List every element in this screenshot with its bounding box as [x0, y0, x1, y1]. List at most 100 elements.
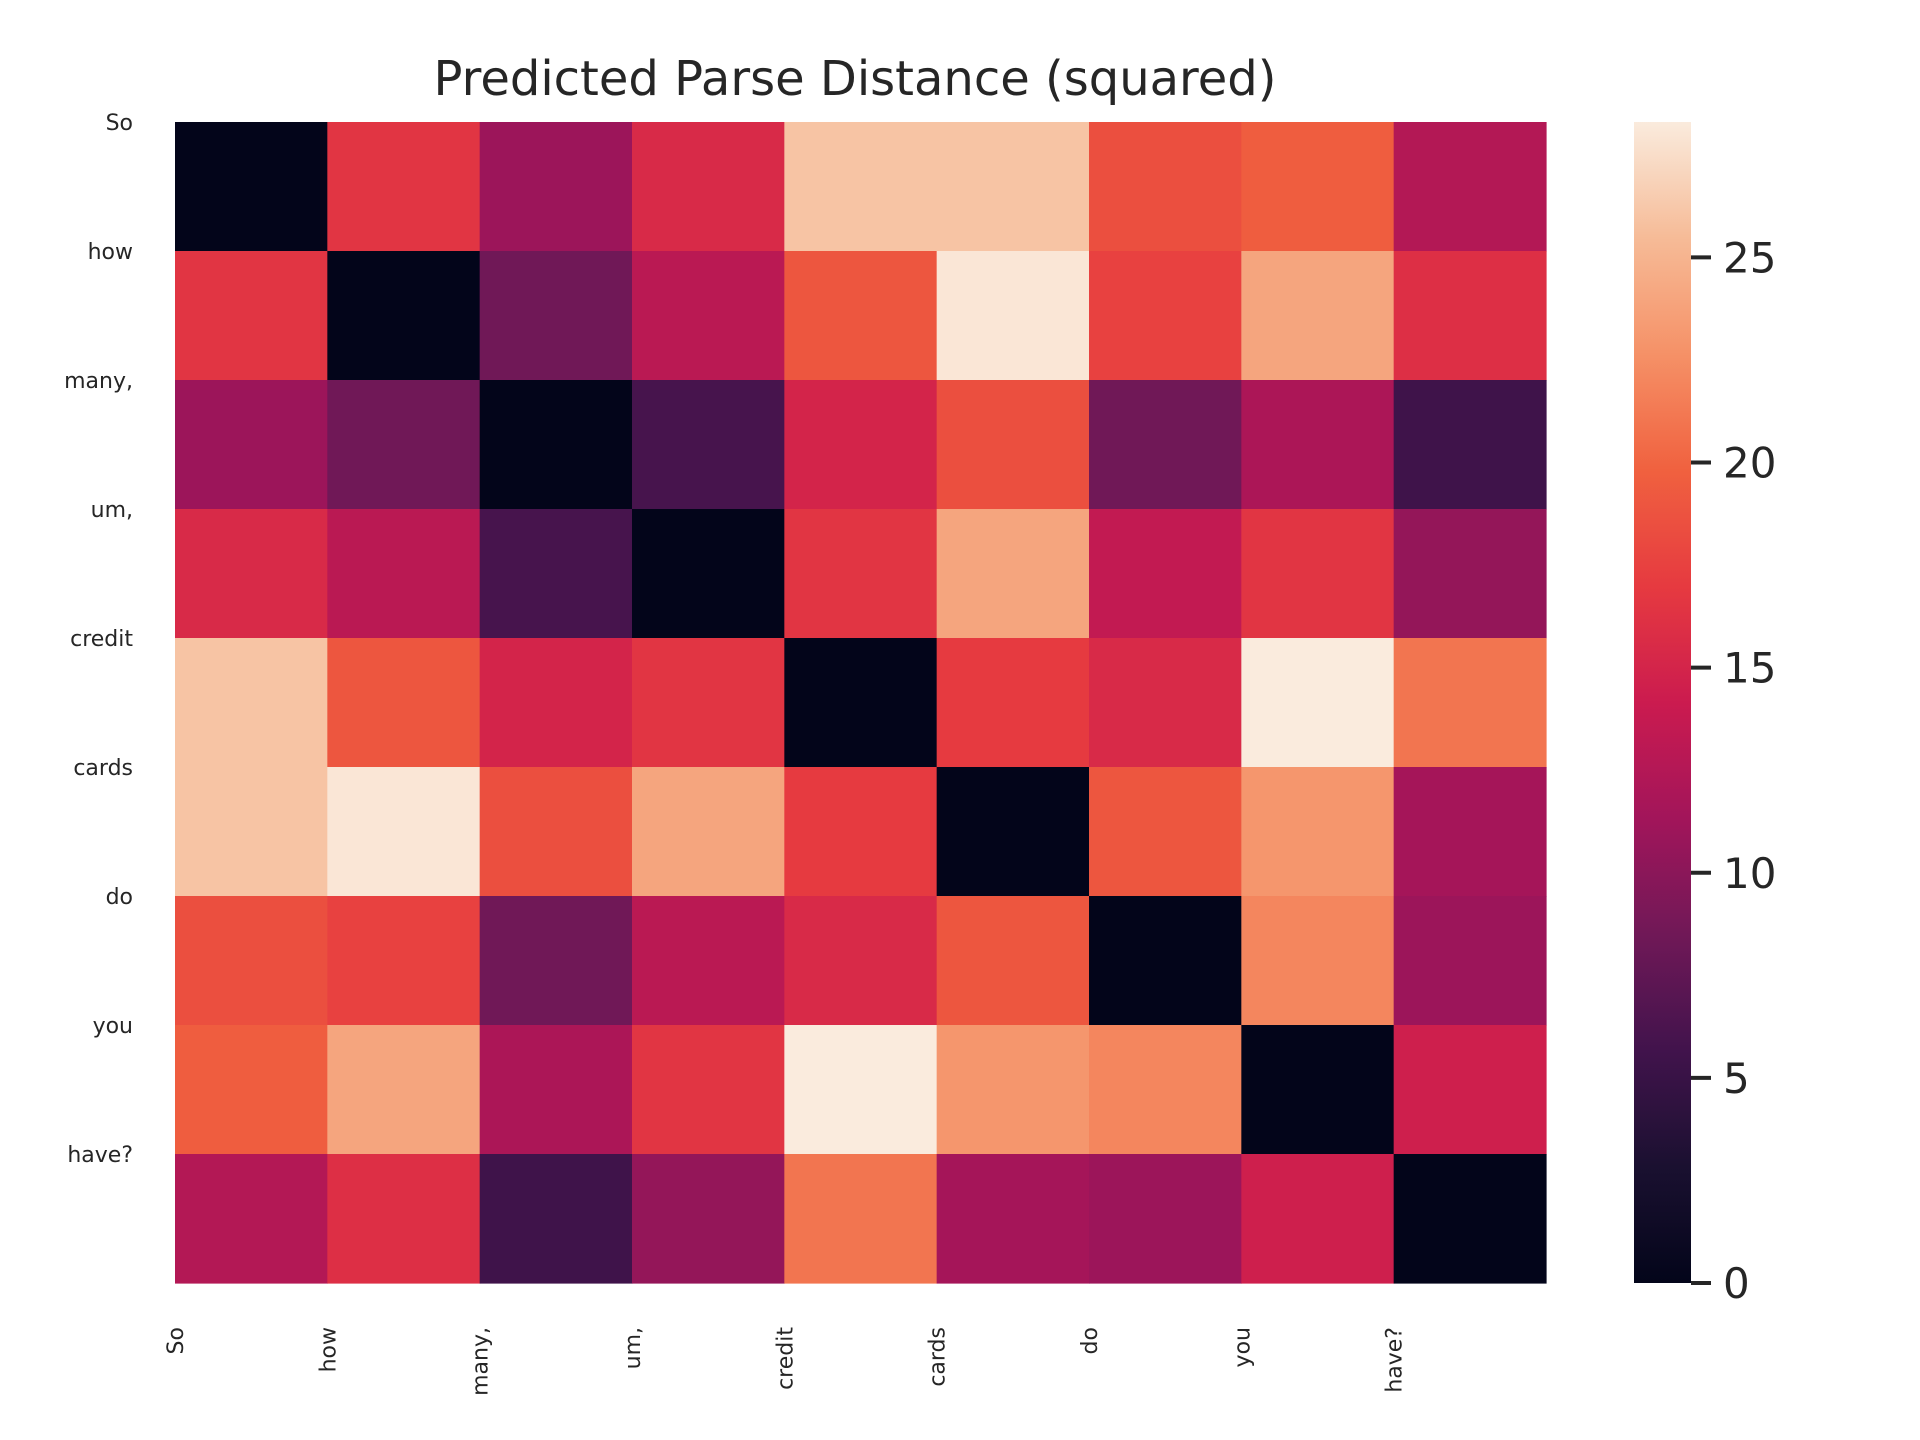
- heatmap-cell-4-1: [327, 638, 481, 768]
- y-tick-label: cards: [73, 756, 133, 781]
- heatmap-cell-1-2: [479, 251, 633, 381]
- heatmap-cell-5-6: [1089, 767, 1242, 897]
- heatmap-cell-0-6: [1089, 122, 1242, 252]
- heatmap-cell-8-3: [632, 1154, 785, 1284]
- heatmap-cell-4-2: [479, 638, 633, 768]
- heatmap-cell-5-5: [936, 767, 1090, 897]
- heatmap-cell-7-4: [784, 1025, 938, 1155]
- heatmap-cell-0-3: [632, 122, 785, 252]
- heatmap-cell-7-0: [175, 1025, 328, 1155]
- x-tick-labels: So how many, um, credit cards do you have?: [164, 1327, 1408, 1396]
- heatmap-cell-3-6: [1089, 509, 1242, 639]
- heatmap-cell-7-5: [936, 1025, 1090, 1155]
- heatmap-cell-7-6: [1089, 1025, 1242, 1155]
- heatmap-cell-1-5: [936, 251, 1090, 381]
- heatmap-cell-7-7: [1241, 1025, 1395, 1155]
- colorbar-tick-label: 25: [1723, 233, 1776, 282]
- y-tick-label: have?: [67, 1143, 133, 1168]
- heatmap-cell-6-6: [1089, 896, 1242, 1026]
- x-tick-label: cards: [926, 1327, 951, 1387]
- heatmap-cell-0-1: [327, 122, 481, 252]
- colorbar-tick-label: 20: [1723, 439, 1776, 488]
- heatmap-cell-3-8: [1393, 509, 1547, 639]
- heatmap-cell-6-3: [632, 896, 785, 1026]
- heatmap-cell-1-0: [175, 251, 328, 381]
- heatmap-cell-2-3: [632, 380, 785, 510]
- heatmap-cell-3-3: [632, 509, 785, 639]
- x-tick-label: um,: [621, 1327, 646, 1369]
- y-tick-label: do: [106, 885, 133, 910]
- heatmap-cell-3-0: [175, 509, 328, 639]
- heatmap-cell-1-4: [784, 251, 938, 381]
- colorbar-tick-label: 5: [1723, 1054, 1750, 1103]
- heatmap-cell-4-7: [1241, 638, 1395, 768]
- heatmap-cell-5-3: [632, 767, 785, 897]
- x-tick-label: So: [164, 1327, 189, 1354]
- heatmap-cell-2-1: [327, 380, 481, 510]
- y-tick-label: how: [88, 240, 133, 265]
- heatmap-cell-2-8: [1393, 380, 1547, 510]
- heatmap-cell-5-4: [784, 767, 938, 897]
- heatmap-cell-8-7: [1241, 1154, 1395, 1284]
- heatmap-cell-4-3: [632, 638, 785, 768]
- heatmap-cell-3-4: [784, 509, 938, 639]
- heatmap-cell-4-4: [784, 638, 938, 768]
- heatmap-cell-6-2: [479, 896, 633, 1026]
- y-tick-label: So: [106, 111, 133, 136]
- heatmap-cell-1-7: [1241, 251, 1395, 381]
- heatmap-cell-3-1: [327, 509, 481, 639]
- heatmap-cell-6-4: [784, 896, 938, 1026]
- heatmap-cell-4-0: [175, 638, 328, 768]
- heatmap-cell-8-8: [1393, 1154, 1547, 1284]
- y-tick-labels: So how many, um, credit cards do you have?: [64, 111, 133, 1168]
- x-tick-label: have?: [1383, 1327, 1408, 1393]
- heatmap-cell-0-5: [936, 122, 1090, 252]
- heatmap-cell-8-1: [327, 1154, 481, 1284]
- heatmap-cell-2-6: [1089, 380, 1242, 510]
- heatmap-cell-8-5: [936, 1154, 1090, 1284]
- heatmap-cell-6-7: [1241, 896, 1395, 1026]
- heatmap-cell-1-8: [1393, 251, 1547, 381]
- y-tick-label: um,: [91, 498, 133, 523]
- heatmap-cell-6-0: [175, 896, 328, 1026]
- heatmap-cell-3-5: [936, 509, 1090, 639]
- heatmap-cell-3-2: [479, 509, 633, 639]
- heatmap-cell-2-2: [479, 380, 633, 510]
- y-tick-label: many,: [64, 369, 133, 394]
- heatmap-cell-2-4: [784, 380, 938, 510]
- x-tick-label: how: [316, 1327, 341, 1372]
- heatmap-cell-0-0: [175, 122, 328, 252]
- chart-title: Predicted Parse Distance (squared): [434, 51, 1277, 107]
- heatmap-cell-5-2: [479, 767, 633, 897]
- heatmap-cells: [175, 122, 1547, 1284]
- heatmap-cell-7-3: [632, 1025, 785, 1155]
- heatmap-cell-3-7: [1241, 509, 1395, 639]
- colorbar-tick-label: 0: [1723, 1259, 1750, 1308]
- heatmap-cell-4-6: [1089, 638, 1242, 768]
- heatmap-cell-1-1: [327, 251, 481, 381]
- heatmap-cell-6-5: [936, 896, 1090, 1026]
- heatmap-cell-8-4: [784, 1154, 938, 1284]
- heatmap-cell-0-2: [479, 122, 633, 252]
- heatmap-cell-6-8: [1393, 896, 1547, 1026]
- heatmap-cell-4-8: [1393, 638, 1547, 768]
- y-tick-label: you: [93, 1014, 133, 1039]
- x-tick-label: you: [1230, 1327, 1255, 1367]
- heatmap-cell-8-6: [1089, 1154, 1242, 1284]
- heatmap-cell-5-0: [175, 767, 328, 897]
- heatmap-cell-0-7: [1241, 122, 1395, 252]
- heatmap-cell-4-5: [936, 638, 1090, 768]
- heatmap-cell-0-8: [1393, 122, 1547, 252]
- heatmap-cell-5-7: [1241, 767, 1395, 897]
- x-tick-label: do: [1078, 1327, 1103, 1354]
- heatmap-cell-0-4: [784, 122, 938, 252]
- heatmap-cell-2-7: [1241, 380, 1395, 510]
- colorbar-ticks: 0 5 10 15 20 25: [1691, 233, 1776, 1308]
- x-tick-label: credit: [773, 1327, 798, 1390]
- heatmap-cell-2-5: [936, 380, 1090, 510]
- heatmap-cell-7-1: [327, 1025, 481, 1155]
- heatmap-cell-7-8: [1393, 1025, 1547, 1155]
- colorbar-tick-label: 15: [1723, 644, 1776, 693]
- heatmap-cell-5-8: [1393, 767, 1547, 897]
